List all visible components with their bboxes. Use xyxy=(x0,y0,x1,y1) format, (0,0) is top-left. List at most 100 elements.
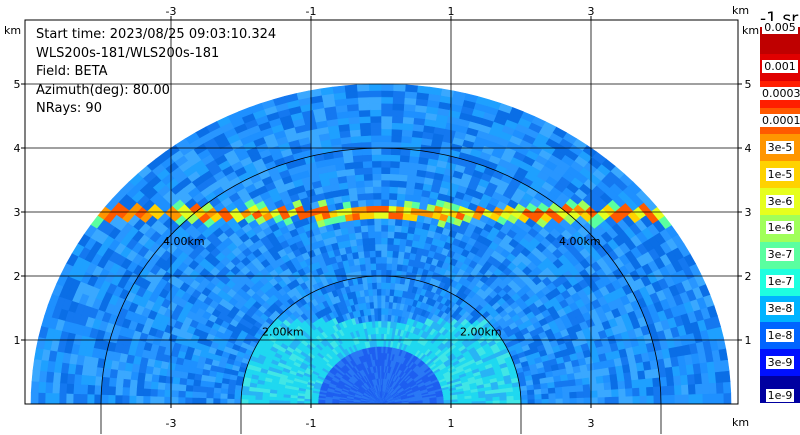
fan-cell xyxy=(177,390,186,399)
fan-cell xyxy=(374,230,382,239)
fan-cell xyxy=(369,262,377,271)
field-name: Field: BETA xyxy=(36,64,108,79)
fan-cell xyxy=(380,115,393,123)
fan-cell xyxy=(380,326,385,334)
fan-cell xyxy=(37,392,46,404)
fan-cell xyxy=(391,122,403,130)
fan-cell xyxy=(392,83,406,92)
fan-cell xyxy=(360,141,372,149)
fan-cell xyxy=(268,400,277,404)
fan-cell xyxy=(652,385,662,396)
fan-cell xyxy=(428,86,443,96)
fan-cell xyxy=(369,256,376,264)
fan-cell xyxy=(380,333,385,341)
fan-cell xyxy=(396,263,403,272)
fan-cell xyxy=(555,397,564,404)
fan-cell xyxy=(390,147,401,156)
fan-cell xyxy=(632,387,641,397)
fan-cell xyxy=(51,382,61,395)
fan-cell xyxy=(391,256,399,265)
y-tick-label: 4 xyxy=(745,142,752,155)
fan-cell xyxy=(554,386,563,394)
colorbar-tick-label: 0.001 xyxy=(762,60,798,74)
fan-cell xyxy=(150,374,160,383)
fan-cell xyxy=(372,192,382,200)
fan-cell xyxy=(391,115,404,124)
fan-cell xyxy=(58,393,67,404)
fan-cell xyxy=(254,399,263,404)
fan-cell xyxy=(513,399,522,404)
fan-cell xyxy=(356,83,370,92)
colorbar-tick-label: 3e-8 xyxy=(765,302,795,315)
fan-cell xyxy=(156,396,165,404)
fan-cell xyxy=(375,269,382,277)
fan-cell xyxy=(348,193,358,202)
fan-cell xyxy=(149,396,158,404)
fan-cell xyxy=(361,147,372,156)
colorbar-tick-label: 1e-6 xyxy=(765,221,795,235)
fan-cell xyxy=(233,398,242,404)
fan-cell xyxy=(394,212,404,220)
fan-cell xyxy=(380,218,389,226)
fan-cell xyxy=(527,398,536,404)
fan-cell xyxy=(547,386,556,394)
fan-cell xyxy=(583,390,592,398)
fan-cell xyxy=(380,224,389,232)
fan-cell xyxy=(100,385,110,396)
fan-cell xyxy=(548,392,557,399)
fan-cell xyxy=(220,388,229,395)
fan-cell xyxy=(352,219,361,227)
fan-cell xyxy=(590,396,599,404)
fan-cell xyxy=(401,122,414,131)
fan-cell xyxy=(349,129,361,138)
fan-cell xyxy=(368,250,376,258)
fan-cell xyxy=(385,275,392,284)
fan-cell xyxy=(389,160,400,169)
y-tick-label: 3 xyxy=(14,206,21,219)
fan-cell xyxy=(548,398,557,404)
fan-cell xyxy=(150,381,159,391)
fan-cell xyxy=(366,218,375,226)
fan-cell xyxy=(360,231,369,239)
fan-cell xyxy=(360,135,372,143)
fan-cell xyxy=(611,388,620,397)
fan-cell xyxy=(387,230,395,239)
fan-cell xyxy=(34,348,44,361)
fan-cell xyxy=(44,382,54,394)
fan-cell xyxy=(354,173,365,182)
fan-cell xyxy=(121,387,130,397)
fan-cell xyxy=(44,392,53,404)
fan-cell xyxy=(371,173,382,181)
fan-cell xyxy=(394,218,403,227)
fan-cell xyxy=(178,384,187,392)
fan-cell xyxy=(380,256,387,264)
fan-cell xyxy=(115,378,124,388)
fan-cell xyxy=(30,392,39,404)
azimuth: Azimuth(deg): 80.00 xyxy=(36,82,170,98)
fan-cell xyxy=(652,376,661,387)
colorbar-tick-label: 1e-9 xyxy=(765,389,795,402)
fan-cell xyxy=(346,109,360,118)
fan-cell xyxy=(397,180,407,188)
fan-cell xyxy=(261,396,270,401)
fan-cell xyxy=(380,192,390,200)
fan-cell xyxy=(205,392,214,399)
fan-cell xyxy=(602,374,612,383)
fan-cell xyxy=(723,392,732,404)
fan-cell xyxy=(388,179,399,188)
fan-cell xyxy=(31,370,41,383)
fan-cell xyxy=(686,373,696,385)
fan-cell xyxy=(372,179,382,187)
fan-cell xyxy=(199,380,209,388)
fan-cell xyxy=(226,393,235,400)
fan-cell xyxy=(268,396,277,401)
fan-cell xyxy=(386,256,393,264)
fan-cell xyxy=(375,262,382,271)
fan-cell xyxy=(595,375,605,384)
fan-cell xyxy=(391,109,404,118)
fan-cell xyxy=(254,391,264,397)
fan-cell xyxy=(121,395,130,404)
fan-cell xyxy=(364,186,374,194)
fan-cell xyxy=(157,382,166,391)
